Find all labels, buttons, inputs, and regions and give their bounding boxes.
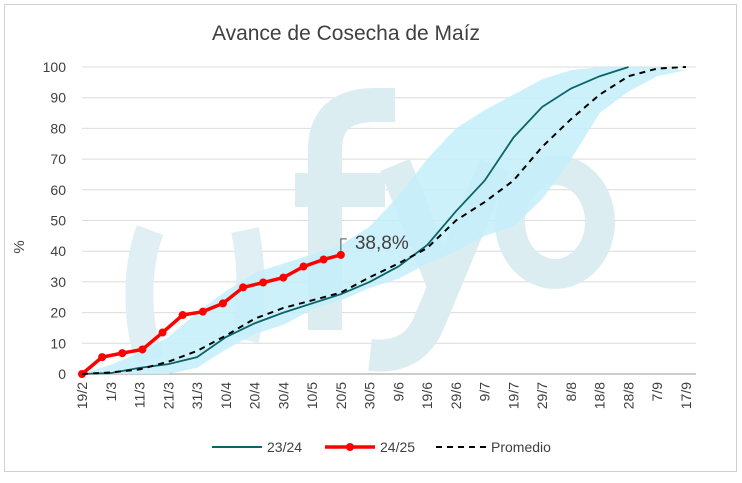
x-tick-label: 7/9 — [649, 382, 665, 402]
data-point — [279, 273, 288, 282]
y-tick-label: 0 — [58, 366, 66, 382]
x-tick-label: 29/7 — [534, 382, 550, 409]
y-axis-label: % — [11, 240, 28, 253]
series-line-promedio — [81, 66, 687, 375]
x-tick-label: 30/4 — [275, 382, 291, 409]
x-tick-label: 9/7 — [477, 382, 493, 402]
x-tick-label: 28/8 — [620, 382, 636, 409]
annotation-leader — [340, 238, 347, 251]
y-tick-label: 100 — [43, 59, 67, 75]
watermark-c-shape — [125, 225, 164, 365]
legend-label: 24/25 — [380, 439, 415, 455]
legend-marker — [346, 443, 354, 451]
series-line-23-24 — [81, 66, 629, 375]
data-point — [299, 262, 308, 271]
data-point — [239, 283, 248, 292]
data-point — [336, 250, 345, 259]
data-point — [158, 328, 167, 337]
x-tick-label: 21/3 — [160, 382, 176, 409]
x-tick-label: 10/4 — [218, 382, 234, 409]
y-tick-label: 60 — [50, 182, 66, 198]
x-tick-label: 19/6 — [419, 382, 435, 409]
data-point — [138, 345, 147, 354]
y-tick-label: 90 — [50, 90, 66, 106]
x-tick-label: 1/3 — [103, 382, 119, 402]
data-point — [98, 353, 107, 362]
x-tick-label: 19/2 — [74, 382, 90, 409]
x-tick-label: 8/8 — [563, 382, 579, 402]
x-tick-label: 10/5 — [304, 382, 320, 409]
y-tick-label: 10 — [50, 335, 66, 351]
data-point — [178, 311, 187, 320]
chart-title: Avance de Cosecha de Maíz — [212, 22, 480, 45]
x-tick-label: 18/8 — [592, 382, 608, 409]
x-tick-label: 20/4 — [247, 382, 263, 409]
x-tick-label: 31/3 — [189, 382, 205, 409]
y-tick-label: 20 — [50, 305, 66, 321]
x-tick-label: 17/9 — [678, 382, 694, 409]
data-point — [198, 307, 207, 316]
data-point — [118, 349, 127, 358]
x-tick-label: 20/5 — [333, 382, 349, 409]
legend-label: Promedio — [491, 439, 551, 455]
data-point — [218, 299, 227, 308]
annotation-label: 38,8% — [355, 233, 409, 254]
x-tick-label: 29/6 — [448, 382, 464, 409]
y-tick-label: 30 — [50, 274, 66, 290]
x-tick-label: 19/7 — [505, 382, 521, 409]
data-point — [259, 278, 268, 287]
y-tick-label: 70 — [50, 151, 66, 167]
x-tick-label: 11/3 — [132, 382, 148, 408]
watermark-f-shape — [295, 88, 395, 330]
y-tick-label: 50 — [50, 213, 66, 229]
x-tick-label: 9/6 — [390, 382, 406, 402]
legend-label: 23/24 — [267, 439, 302, 455]
y-tick-label: 80 — [50, 120, 66, 136]
y-tick-label: 40 — [50, 243, 66, 259]
data-point — [319, 255, 328, 264]
x-tick-label: 30/5 — [362, 382, 378, 409]
